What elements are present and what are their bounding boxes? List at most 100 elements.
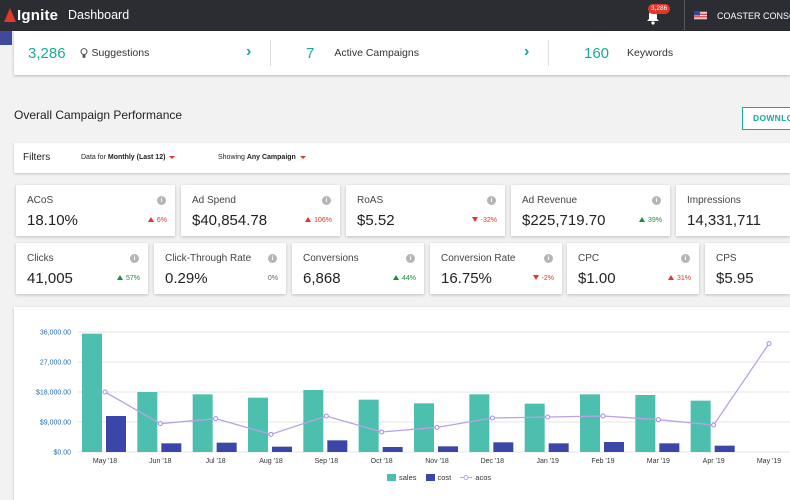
metric-delta: 0% [267,275,278,282]
bar-sales [137,392,158,452]
data-period-value: Monthly (Last 12) [107,154,166,161]
summary-divider [548,40,549,66]
metric-label: CPS [716,253,737,264]
metric-label: Conversions [303,253,359,264]
metric-label: CPC [578,253,600,264]
active-campaigns-summary[interactable]: 7 Active Campaigns [306,31,419,75]
metric-card-roas[interactable]: RoAS i $5.52 -32% [346,185,505,236]
point-acos [655,417,661,423]
bar-cost [604,442,624,452]
bar-cost [714,445,735,452]
bar-sales [248,397,268,452]
metric-label: Conversion Rate [441,253,516,264]
filter-bar: Filters Data for Monthly (Last 12) Showi… [14,143,790,173]
active-campaigns-label: Active Campaigns [334,47,419,59]
metric-value: $225,719.70 [522,212,606,229]
chart-legend: sales cost acos [387,473,500,482]
info-icon[interactable]: i [157,196,166,205]
x-tick-label: Jul '18 [206,458,226,465]
legend-item-acos[interactable]: acos [460,473,491,482]
point-acos [434,424,440,430]
bar-cost [272,446,292,452]
metric-card-cpc[interactable]: CPC i $1.00 31% [567,243,699,294]
legend-item-cost[interactable]: cost [425,473,451,482]
metric-card-impressions[interactable]: Impressions 14,331,711 [676,185,790,236]
legend-item-sales[interactable]: sales [387,473,417,482]
chevron-right-icon[interactable]: › [246,43,252,60]
metric-value: 0.29% [165,270,208,287]
caret-down-icon [169,155,176,159]
info-icon[interactable]: i [130,254,139,263]
campaign-prefix: Showing [218,154,245,161]
account-selector[interactable]: COASTER CONSC [717,11,790,21]
app-logo[interactable]: Ignite [4,5,58,25]
point-acos [545,414,551,420]
bar-cost [493,442,514,452]
info-icon[interactable]: i [487,196,496,205]
bar-sales [635,395,656,452]
bar-cost [106,416,126,452]
point-acos [711,422,717,428]
keywords-label: Keywords [627,47,674,59]
data-period-dropdown[interactable]: Data for Monthly (Last 12) [81,154,176,161]
filters-label: Filters [23,152,51,163]
suggestions-summary[interactable]: 3,286 Suggestions [28,31,149,75]
metric-card-conversions[interactable]: Conversions i 6,868 44% [292,243,424,294]
triangle-down-icon [471,217,478,222]
campaign-dropdown[interactable]: Showing Any Campaign [218,154,306,161]
metric-label: Ad Revenue [522,195,578,206]
suggestions-count: 3,286 [28,44,66,62]
bar-cost [161,443,182,452]
bar-cost [659,443,680,452]
nav-accent-strip [0,31,12,45]
metric-card-acos[interactable]: ACoS i 18.10% 6% [16,185,175,236]
x-tick-label: Sep '18 [315,458,339,465]
metric-card-ad-revenue[interactable]: Ad Revenue i $225,719.70 39% [511,185,670,236]
info-icon[interactable]: i [406,254,415,263]
chevron-right-icon[interactable]: › [524,43,530,60]
y-tick-label: $18,000.00 [36,390,71,397]
bar-cost [216,442,237,452]
download-button[interactable]: DOWNLO [742,107,790,130]
metric-value: $1.00 [578,270,616,287]
x-tick-label: Dec '18 [481,458,505,465]
y-tick-label: 27,000.00 [40,360,71,367]
y-tick-label: $0.00 [53,450,71,457]
info-icon[interactable]: i [681,254,690,263]
info-icon[interactable]: i [268,254,277,263]
keywords-summary[interactable]: 160 Keywords [584,31,673,75]
notification-badge: 3,286 [648,4,671,14]
metric-card-conversion-rate[interactable]: Conversion Rate i 16.75% -2% [430,243,562,294]
metric-delta: 6% [147,217,167,224]
point-acos [213,416,219,422]
legend-label: sales [399,473,417,482]
metric-delta: 39% [638,217,662,224]
metric-card-ad-spend[interactable]: Ad Spend i $40,854.78 106% [181,185,340,236]
bar-sales [690,400,711,452]
info-icon[interactable]: i [322,196,331,205]
point-acos [323,413,329,419]
point-acos [102,389,108,395]
legend-label: acos [475,473,492,482]
info-icon[interactable]: i [652,196,661,205]
metric-value: 14,331,711 [687,212,761,229]
x-tick-label: Apr '19 [703,458,725,465]
flask-icon [4,8,16,22]
lightbulb-icon [80,47,88,58]
campaign-value: Any Campaign [246,154,296,161]
bar-sales [524,403,545,452]
x-tick-label: Mar '19 [647,458,670,465]
bar-sales [469,394,490,452]
triangle-up-icon [638,217,645,222]
info-icon[interactable]: i [544,254,553,263]
metric-card-ctr[interactable]: Click-Through Rate i 0.29% 0% [154,243,286,294]
x-tick-label: Jan '19 [536,458,558,465]
metric-card-cps[interactable]: CPS $5.95 [705,243,790,294]
metric-label: Click-Through Rate [165,253,252,264]
summary-divider [270,40,271,66]
y-tick-label: 36,000.00 [40,330,71,337]
bar-cost [548,443,569,452]
nav-divider [684,0,685,31]
metric-delta: 31% [667,275,691,282]
metric-card-clicks[interactable]: Clicks i 41,005 57% [16,243,148,294]
